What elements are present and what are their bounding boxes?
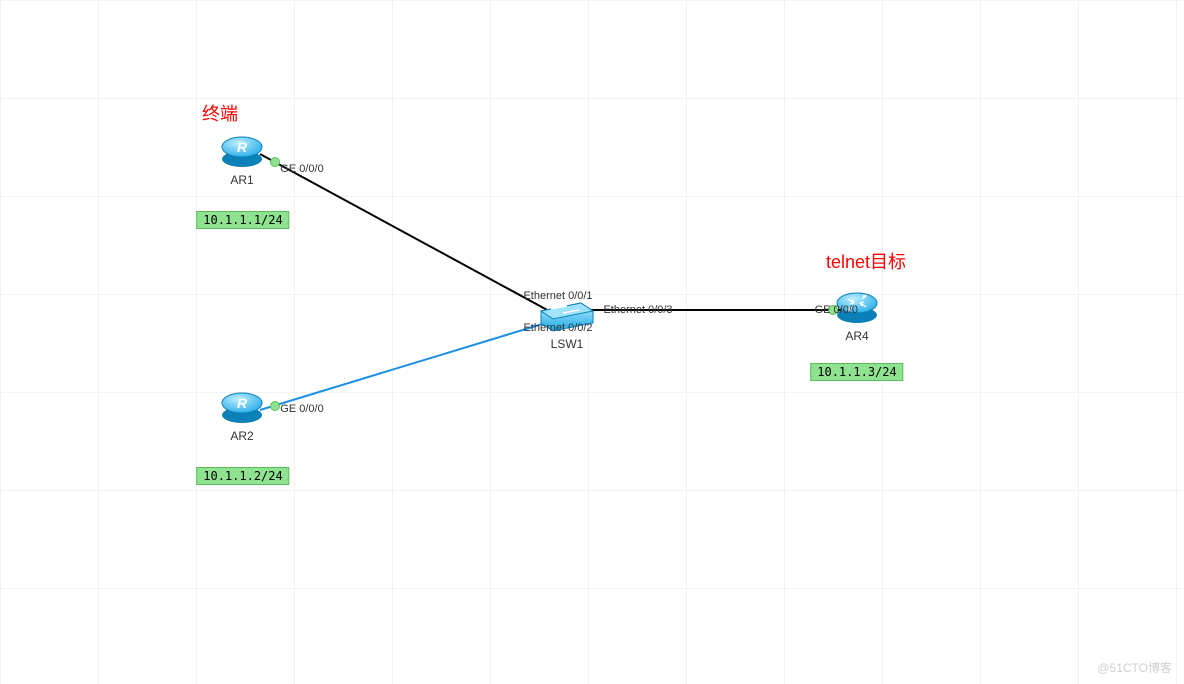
device-ar4[interactable]: AR4 [834,289,880,343]
device-ar1[interactable]: R AR1 [219,133,265,187]
topology-canvas: R AR1 R AR2 AR4 LSW1 [0,0,1184,684]
device-label: AR1 [219,173,265,187]
port-label: GE 0/0/0 [280,403,323,415]
ip-badge-ar4: 10.1.1.3/24 [810,363,903,381]
ip-badge-ar1: 10.1.1.1/24 [196,211,289,229]
port-dot [270,157,280,167]
annotation-terminal: 终端 [202,100,238,126]
ip-badge-ar2: 10.1.1.2/24 [196,467,289,485]
port-label: Ethernet 0/0/2 [523,322,592,334]
port-dot [270,401,280,411]
port-label: GE 0/0/0 [815,304,858,316]
port-label: GE 0/0/0 [280,163,323,175]
device-ar2[interactable]: R AR2 [219,389,265,443]
port-label: Ethernet 0/0/3 [603,304,672,316]
annotation-telnet-target: telnet目标 [826,248,906,274]
device-label: AR2 [219,429,265,443]
svg-text:R: R [237,395,248,411]
device-label: AR4 [834,329,880,343]
port-label: Ethernet 0/0/1 [523,290,592,302]
device-label: LSW1 [537,337,597,351]
watermark: @51CTO博客 [1097,659,1172,676]
svg-text:R: R [237,139,248,155]
